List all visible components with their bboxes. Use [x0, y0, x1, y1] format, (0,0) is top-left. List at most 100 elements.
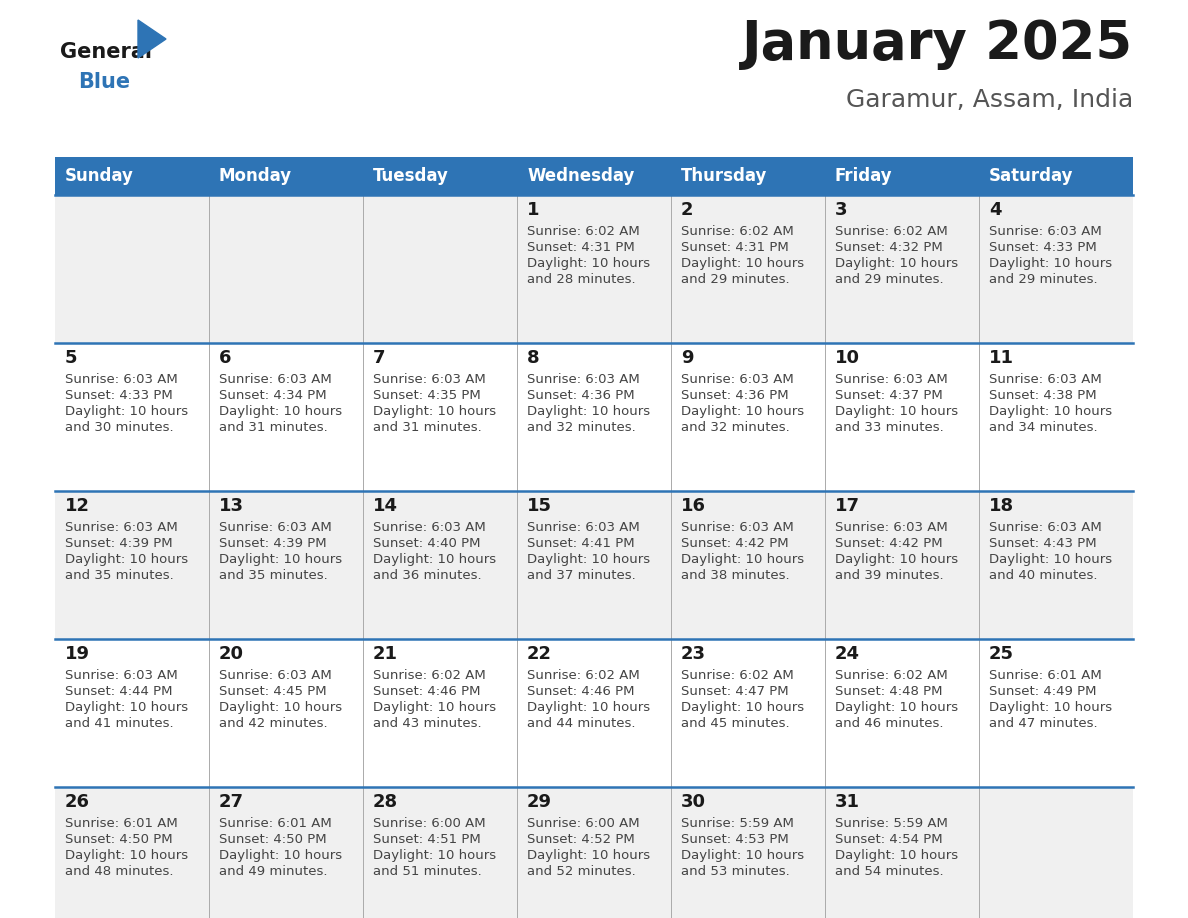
Text: Sunset: 4:50 PM: Sunset: 4:50 PM [219, 833, 327, 846]
Text: 24: 24 [835, 645, 860, 663]
Text: Sunrise: 6:02 AM: Sunrise: 6:02 AM [681, 225, 794, 238]
Text: Sunrise: 6:03 AM: Sunrise: 6:03 AM [65, 669, 178, 682]
Bar [517, 157, 671, 195]
Text: 28: 28 [373, 793, 398, 811]
Text: and 37 minutes.: and 37 minutes. [527, 569, 636, 582]
Text: Sunrise: 6:03 AM: Sunrise: 6:03 AM [65, 373, 178, 386]
Text: Daylight: 10 hours: Daylight: 10 hours [835, 701, 959, 714]
Text: Daylight: 10 hours: Daylight: 10 hours [988, 553, 1112, 566]
Text: 25: 25 [988, 645, 1015, 663]
Text: General: General [61, 42, 152, 62]
Text: and 34 minutes.: and 34 minutes. [988, 421, 1098, 434]
Text: Daylight: 10 hours: Daylight: 10 hours [527, 849, 650, 862]
Text: Daylight: 10 hours: Daylight: 10 hours [988, 257, 1112, 270]
Text: Sunset: 4:46 PM: Sunset: 4:46 PM [527, 685, 634, 698]
Text: 22: 22 [527, 645, 552, 663]
Text: Sunrise: 6:03 AM: Sunrise: 6:03 AM [988, 225, 1101, 238]
Text: Saturday: Saturday [988, 167, 1074, 185]
Text: Sunset: 4:39 PM: Sunset: 4:39 PM [219, 537, 327, 550]
Text: and 47 minutes.: and 47 minutes. [988, 717, 1098, 730]
Text: and 43 minutes.: and 43 minutes. [373, 717, 481, 730]
Text: Thursday: Thursday [681, 167, 767, 185]
Text: Sunrise: 5:59 AM: Sunrise: 5:59 AM [835, 817, 948, 830]
Text: Sunset: 4:33 PM: Sunset: 4:33 PM [65, 389, 172, 402]
Text: and 31 minutes.: and 31 minutes. [373, 421, 482, 434]
Text: and 35 minutes.: and 35 minutes. [65, 569, 173, 582]
Text: and 29 minutes.: and 29 minutes. [988, 273, 1098, 286]
Text: Daylight: 10 hours: Daylight: 10 hours [988, 405, 1112, 418]
Text: Sunrise: 6:00 AM: Sunrise: 6:00 AM [373, 817, 486, 830]
Text: and 29 minutes.: and 29 minutes. [681, 273, 790, 286]
Text: Daylight: 10 hours: Daylight: 10 hours [219, 849, 342, 862]
Text: 8: 8 [527, 349, 539, 367]
Polygon shape [138, 20, 166, 58]
Text: Sunrise: 6:03 AM: Sunrise: 6:03 AM [219, 373, 331, 386]
Text: Sunset: 4:53 PM: Sunset: 4:53 PM [681, 833, 789, 846]
Text: Daylight: 10 hours: Daylight: 10 hours [681, 701, 804, 714]
Text: Sunset: 4:44 PM: Sunset: 4:44 PM [65, 685, 172, 698]
Text: 10: 10 [835, 349, 860, 367]
Text: and 39 minutes.: and 39 minutes. [835, 569, 943, 582]
Text: Daylight: 10 hours: Daylight: 10 hours [681, 257, 804, 270]
Text: 5: 5 [65, 349, 77, 367]
Text: Monday: Monday [219, 167, 292, 185]
Text: Daylight: 10 hours: Daylight: 10 hours [373, 553, 497, 566]
Text: Daylight: 10 hours: Daylight: 10 hours [681, 553, 804, 566]
Bar [824, 157, 979, 195]
Text: 14: 14 [373, 497, 398, 515]
Text: Sunset: 4:42 PM: Sunset: 4:42 PM [681, 537, 789, 550]
Text: Sunrise: 6:01 AM: Sunrise: 6:01 AM [219, 817, 331, 830]
Text: Sunrise: 6:02 AM: Sunrise: 6:02 AM [527, 669, 640, 682]
Text: 30: 30 [681, 793, 706, 811]
Text: Sunset: 4:34 PM: Sunset: 4:34 PM [219, 389, 327, 402]
Text: Sunrise: 6:03 AM: Sunrise: 6:03 AM [835, 373, 948, 386]
Bar [979, 157, 1133, 195]
Text: and 32 minutes.: and 32 minutes. [681, 421, 790, 434]
Text: and 51 minutes.: and 51 minutes. [373, 865, 482, 878]
Text: 12: 12 [65, 497, 90, 515]
Text: Daylight: 10 hours: Daylight: 10 hours [527, 405, 650, 418]
Text: Sunset: 4:46 PM: Sunset: 4:46 PM [373, 685, 480, 698]
Text: Daylight: 10 hours: Daylight: 10 hours [65, 849, 188, 862]
Text: and 54 minutes.: and 54 minutes. [835, 865, 943, 878]
Text: Daylight: 10 hours: Daylight: 10 hours [527, 257, 650, 270]
Text: 23: 23 [681, 645, 706, 663]
Text: Daylight: 10 hours: Daylight: 10 hours [219, 553, 342, 566]
Text: and 40 minutes.: and 40 minutes. [988, 569, 1098, 582]
Text: Sunrise: 6:03 AM: Sunrise: 6:03 AM [527, 521, 640, 534]
Text: Sunset: 4:31 PM: Sunset: 4:31 PM [527, 241, 634, 254]
Text: Daylight: 10 hours: Daylight: 10 hours [527, 553, 650, 566]
Text: Sunrise: 6:03 AM: Sunrise: 6:03 AM [219, 669, 331, 682]
Text: Sunrise: 6:02 AM: Sunrise: 6:02 AM [527, 225, 640, 238]
Text: 21: 21 [373, 645, 398, 663]
Text: and 45 minutes.: and 45 minutes. [681, 717, 790, 730]
Text: Sunrise: 6:03 AM: Sunrise: 6:03 AM [988, 521, 1101, 534]
Text: 19: 19 [65, 645, 90, 663]
Text: Sunset: 4:42 PM: Sunset: 4:42 PM [835, 537, 942, 550]
Text: and 49 minutes.: and 49 minutes. [219, 865, 328, 878]
Text: Daylight: 10 hours: Daylight: 10 hours [681, 849, 804, 862]
Text: and 33 minutes.: and 33 minutes. [835, 421, 943, 434]
Text: Wednesday: Wednesday [527, 167, 634, 185]
Text: Sunrise: 6:03 AM: Sunrise: 6:03 AM [681, 521, 794, 534]
Text: and 46 minutes.: and 46 minutes. [835, 717, 943, 730]
Text: and 29 minutes.: and 29 minutes. [835, 273, 943, 286]
Text: 18: 18 [988, 497, 1015, 515]
Bar [209, 157, 364, 195]
Text: Daylight: 10 hours: Daylight: 10 hours [835, 257, 959, 270]
Text: Sunset: 4:39 PM: Sunset: 4:39 PM [65, 537, 172, 550]
Text: Daylight: 10 hours: Daylight: 10 hours [65, 405, 188, 418]
Text: Daylight: 10 hours: Daylight: 10 hours [219, 701, 342, 714]
Text: Sunset: 4:47 PM: Sunset: 4:47 PM [681, 685, 789, 698]
Text: Sunrise: 6:03 AM: Sunrise: 6:03 AM [65, 521, 178, 534]
Text: Daylight: 10 hours: Daylight: 10 hours [681, 405, 804, 418]
Text: Sunset: 4:36 PM: Sunset: 4:36 PM [527, 389, 634, 402]
Text: Daylight: 10 hours: Daylight: 10 hours [835, 849, 959, 862]
Bar [55, 639, 1133, 787]
Text: Sunset: 4:36 PM: Sunset: 4:36 PM [681, 389, 789, 402]
Text: and 48 minutes.: and 48 minutes. [65, 865, 173, 878]
Text: 15: 15 [527, 497, 552, 515]
Text: Sunrise: 6:03 AM: Sunrise: 6:03 AM [527, 373, 640, 386]
Text: and 28 minutes.: and 28 minutes. [527, 273, 636, 286]
Text: Sunrise: 5:59 AM: Sunrise: 5:59 AM [681, 817, 794, 830]
